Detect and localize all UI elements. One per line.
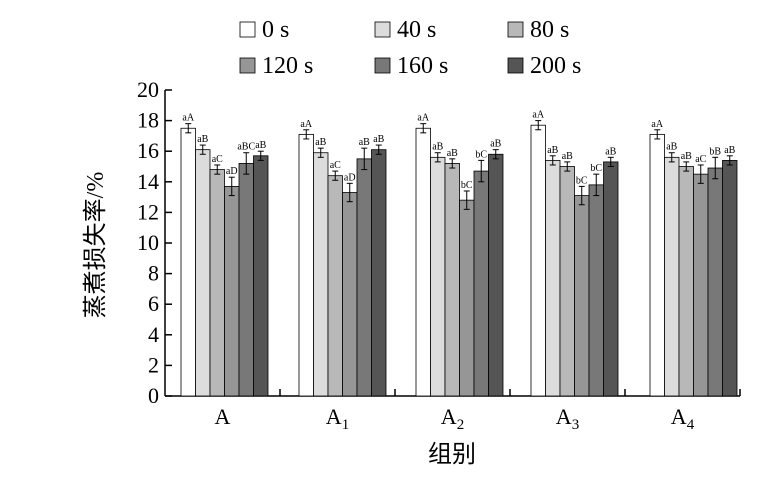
- legend-label: 80 s: [530, 17, 569, 43]
- bar: [444, 163, 460, 397]
- y-axis: 0 2 4 6 8 10 12 14 16 18 20: [137, 77, 172, 408]
- significance-label: bC: [461, 180, 473, 191]
- legend-swatch: [374, 57, 391, 74]
- significance-label: aB: [447, 148, 458, 159]
- significance-label: aB: [432, 142, 443, 153]
- y-axis-label: 蒸煮损失率/%: [82, 172, 109, 319]
- y-tick-label: 12: [137, 199, 159, 224]
- bar: [195, 149, 211, 397]
- bar: [298, 133, 314, 397]
- bar: [313, 152, 329, 397]
- bar: [664, 156, 680, 397]
- significance-label: bC: [576, 175, 588, 186]
- significance-label: aB: [315, 137, 326, 148]
- bar: [209, 169, 225, 397]
- significance-label: aC: [330, 160, 341, 171]
- significance-label: aA: [182, 113, 194, 124]
- bar: [488, 153, 504, 397]
- y-tick-label: 16: [137, 138, 159, 163]
- legend-swatch: [507, 57, 524, 74]
- bar: [342, 192, 358, 397]
- legend: 0 s 40 s 80 s 120 s 160 s 200 s: [239, 17, 581, 79]
- bar: [588, 184, 604, 397]
- y-tick-label: 0: [148, 383, 159, 408]
- bar: [238, 163, 254, 397]
- significance-label: aB: [547, 145, 558, 156]
- significance-label: aA: [651, 119, 663, 130]
- y-tick-label: 14: [137, 169, 159, 194]
- bar: [327, 175, 343, 397]
- legend-swatch: [374, 21, 391, 38]
- significance-label: bC: [475, 149, 487, 160]
- significance-label: aB: [605, 146, 616, 157]
- legend-label: 200 s: [530, 53, 581, 79]
- bar: [415, 127, 431, 397]
- y-tick-label: 10: [137, 230, 159, 255]
- significance-label: aB: [724, 145, 735, 156]
- bar: [678, 166, 694, 397]
- x-axis-label: 组别: [428, 441, 476, 468]
- x-tick-label: A2: [441, 404, 464, 433]
- significance-label: aB: [666, 142, 677, 153]
- significance-label: aC: [212, 154, 223, 165]
- bar: [559, 166, 575, 397]
- significance-label: aB: [197, 134, 208, 145]
- significance-label: aD: [344, 172, 356, 183]
- significance-label: aB: [490, 139, 501, 150]
- bars: [180, 120, 738, 397]
- y-tick-label: 2: [148, 352, 159, 377]
- bar: [224, 185, 240, 397]
- x-tick-label: A: [215, 404, 231, 429]
- bar: [253, 155, 269, 397]
- legend-swatch: [239, 57, 256, 74]
- y-tick-label: 6: [148, 291, 159, 316]
- y-tick-label: 8: [148, 261, 159, 286]
- legend-label: 0 s: [262, 17, 289, 43]
- bar: [430, 156, 446, 397]
- bar: [530, 124, 546, 397]
- significance-label: aB: [255, 140, 266, 151]
- y-tick-label: 4: [148, 322, 159, 347]
- legend-label: 40 s: [397, 17, 436, 43]
- significance-label: aB: [562, 151, 573, 162]
- significance-label: aB: [681, 151, 692, 162]
- bar: [603, 161, 619, 397]
- bar: [649, 133, 665, 397]
- significance-label: aC: [695, 154, 706, 165]
- significance-label: bC: [590, 163, 602, 174]
- significance-label: aA: [300, 119, 312, 130]
- significance-label: bB: [709, 146, 721, 157]
- significance-label: aBC: [237, 142, 255, 153]
- bar: [180, 127, 196, 397]
- bar: [693, 173, 709, 397]
- bar: [707, 167, 723, 397]
- legend-label: 120 s: [262, 53, 313, 79]
- significance-label: aA: [532, 110, 544, 121]
- bar: [356, 158, 372, 397]
- bar: [722, 159, 738, 397]
- significance-label: aD: [226, 166, 238, 177]
- significance-label: aA: [417, 113, 429, 124]
- legend-swatch: [239, 21, 256, 38]
- legend-swatch: [507, 21, 524, 38]
- x-tick-label: A1: [326, 404, 349, 433]
- y-tick-label: 18: [137, 108, 159, 133]
- bar: [459, 199, 475, 397]
- bar: [545, 159, 561, 397]
- significance-label: aB: [359, 137, 370, 148]
- legend-label: 160 s: [397, 53, 448, 79]
- x-tick-label: A3: [556, 404, 579, 433]
- significance-label: aB: [373, 134, 384, 145]
- bar: [371, 149, 387, 397]
- x-tick-label: A4: [671, 404, 695, 433]
- y-tick-label: 20: [137, 77, 159, 102]
- bar: [473, 170, 489, 397]
- bar: [574, 195, 590, 397]
